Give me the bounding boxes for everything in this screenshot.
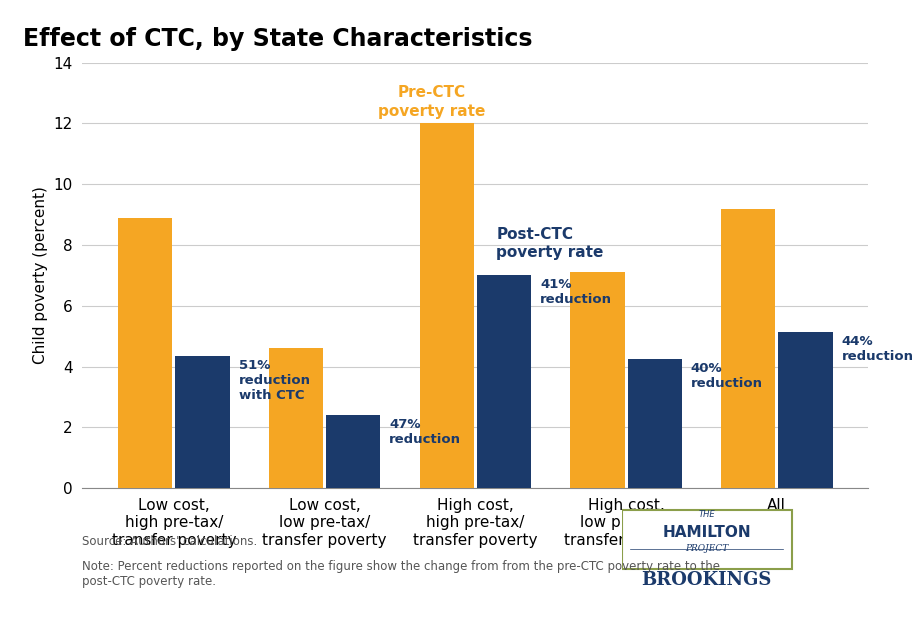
Text: 40%
reduction: 40% reduction [691,362,763,390]
Bar [570,272,624,488]
Bar [628,359,682,488]
Text: 51%
reduction
with CTC: 51% reduction with CTC [239,359,311,402]
Text: Post-CTC
poverty rate: Post-CTC poverty rate [496,227,604,260]
Bar [779,332,833,488]
Bar [175,356,229,488]
Text: 44%
reduction: 44% reduction [842,335,914,362]
Text: Source: Authors' calculations.: Source: Authors' calculations. [82,535,258,548]
Bar [269,349,323,488]
Text: 47%
reduction: 47% reduction [389,418,462,446]
Text: BROOKINGS: BROOKINGS [642,572,771,589]
Text: PROJECT: PROJECT [685,544,728,553]
Bar [477,275,531,488]
Text: THE: THE [698,510,715,520]
Y-axis label: Child poverty (percent): Child poverty (percent) [33,187,48,364]
Bar [118,218,172,488]
FancyBboxPatch shape [622,510,792,569]
Bar [326,415,380,488]
Text: Effect of CTC, by State Characteristics: Effect of CTC, by State Characteristics [23,27,533,51]
Text: 41%
reduction: 41% reduction [540,279,612,307]
Text: Pre-CTC
poverty rate: Pre-CTC poverty rate [377,85,485,119]
Text: Note: Percent reductions reported on the figure show the change from from the pr: Note: Percent reductions reported on the… [82,560,720,588]
Text: HAMILTON: HAMILTON [663,525,750,540]
Bar [721,208,775,488]
Bar [420,123,473,488]
